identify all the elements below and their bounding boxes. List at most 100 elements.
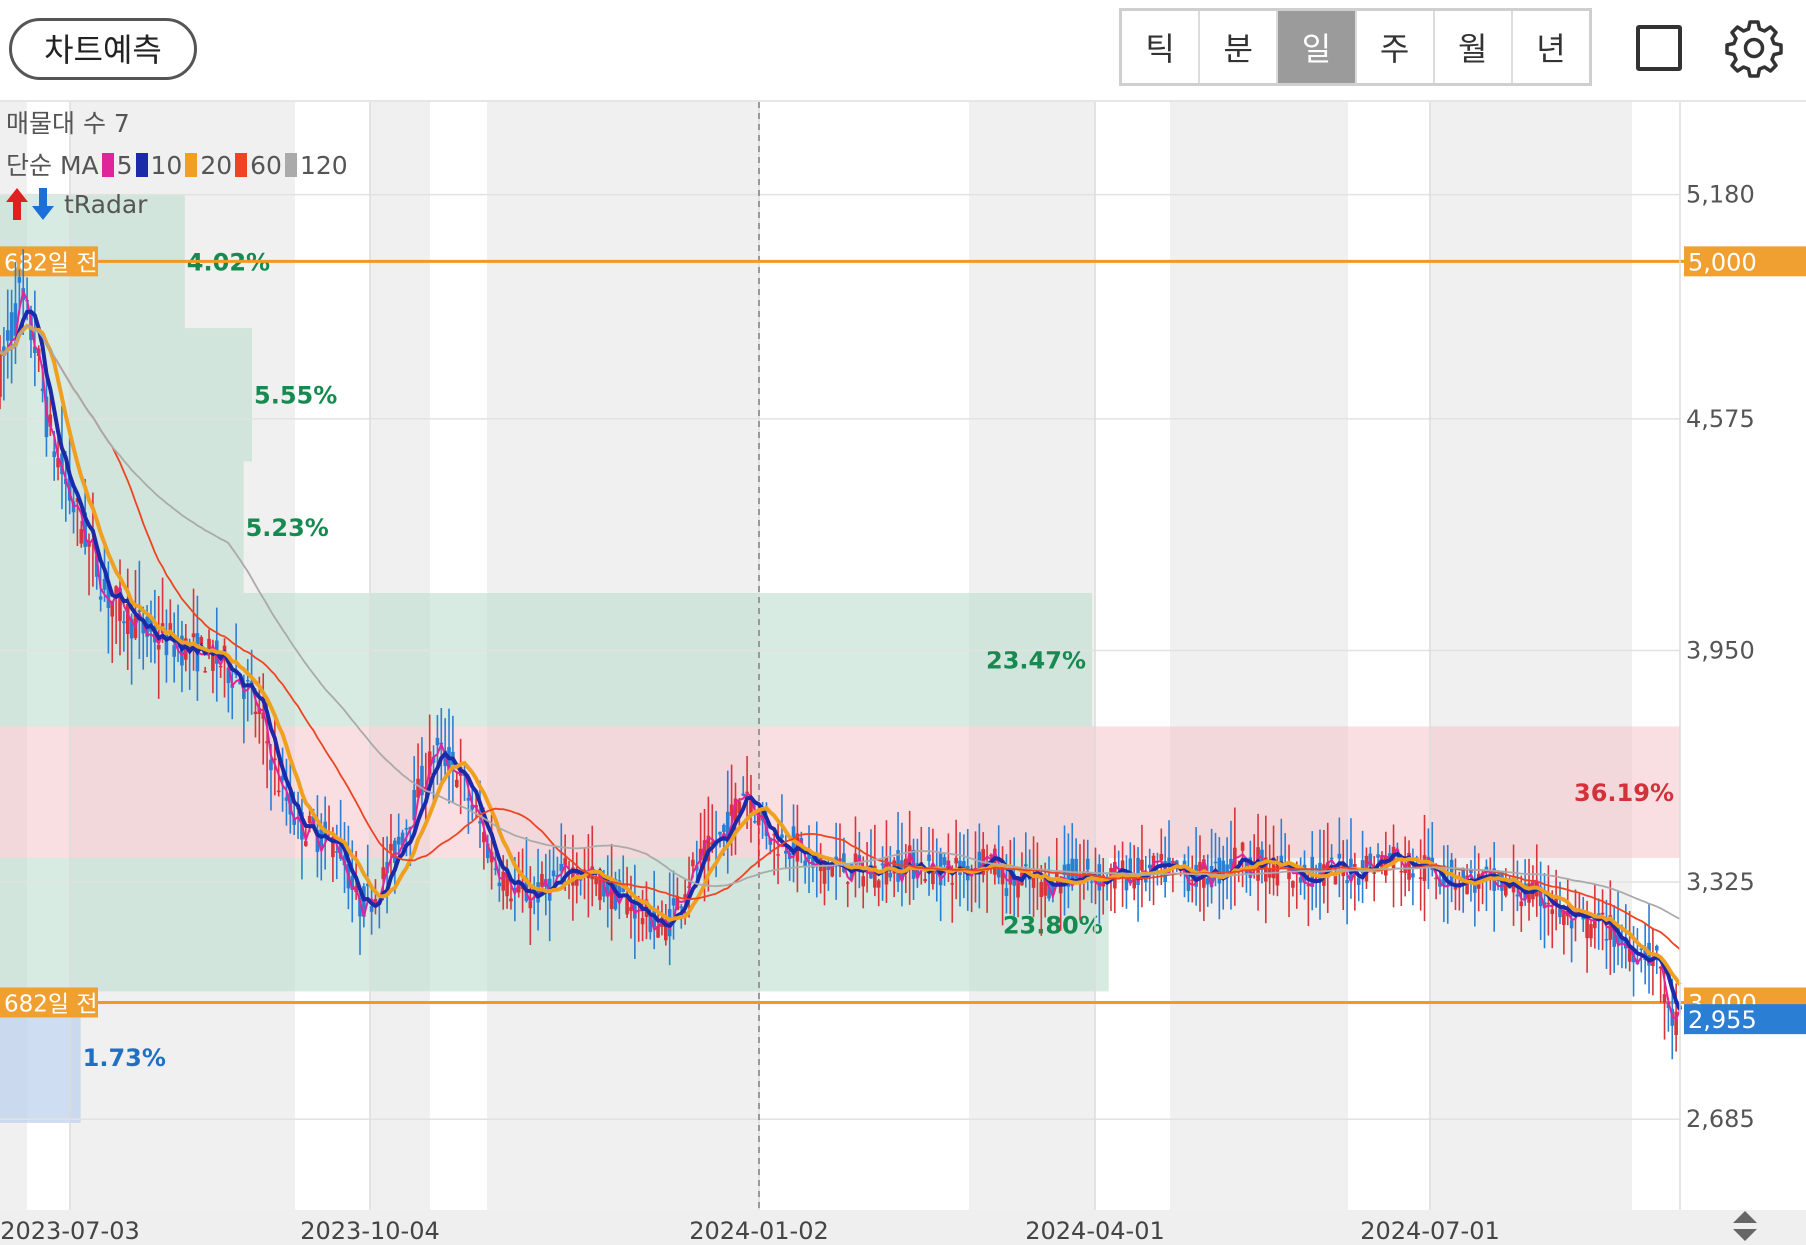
- candle-body: [447, 747, 451, 774]
- candle-body: [811, 856, 815, 868]
- legend-tradar-label: tRadar: [64, 189, 148, 219]
- candle-body: [48, 414, 53, 427]
- tab-tick[interactable]: 틱: [1122, 11, 1201, 83]
- candle-body: [656, 925, 660, 938]
- candle-body: [1213, 861, 1218, 864]
- candle-body: [896, 850, 900, 882]
- candle-body: [1124, 874, 1129, 891]
- candle-body: [1047, 883, 1051, 899]
- candle-body: [671, 898, 676, 906]
- y-tick-label: 5,180: [1686, 181, 1755, 209]
- candle-body: [691, 859, 695, 867]
- tab-minute[interactable]: 분: [1200, 11, 1279, 83]
- candle-body: [563, 858, 567, 866]
- candle-body: [110, 600, 115, 617]
- candle-body: [753, 821, 757, 823]
- candle-body: [861, 876, 866, 887]
- candle-body: [1039, 881, 1044, 898]
- candle-body: [369, 906, 374, 912]
- candle-body: [648, 913, 653, 933]
- ref-marker-label: 682일 전: [4, 250, 98, 276]
- candle-body: [1573, 909, 1578, 917]
- ma10-label: 10: [150, 151, 183, 180]
- candle-body: [75, 498, 80, 502]
- gear-icon[interactable]: [1724, 18, 1784, 78]
- candle-body: [594, 876, 598, 885]
- volume-profile-pct: 36.19%: [1574, 779, 1674, 807]
- tab-week[interactable]: 주: [1357, 11, 1435, 83]
- ma-line-120: [0, 324, 1681, 920]
- candle-body: [420, 765, 424, 796]
- candle-body: [1147, 864, 1152, 869]
- candle-body: [1082, 872, 1086, 879]
- chart-predict-button[interactable]: 차트예측: [9, 18, 197, 80]
- candle-body: [1062, 864, 1067, 875]
- candle-body: [1140, 859, 1144, 871]
- candle-body: [722, 824, 726, 833]
- y-tick-label: 2,685: [1686, 1105, 1755, 1133]
- candle-body: [1031, 875, 1036, 888]
- candle-body: [1306, 884, 1311, 887]
- candle-body: [5, 330, 10, 341]
- candle-body: [106, 580, 111, 608]
- candle-body: [273, 758, 277, 761]
- tab-year[interactable]: 년: [1536, 30, 1566, 68]
- candle-body: [164, 634, 169, 656]
- scroll-handle-icon[interactable]: [1730, 1208, 1760, 1244]
- candle-body: [602, 881, 606, 897]
- candle-body: [1469, 869, 1473, 874]
- volume-profile-pct: 23.47%: [986, 647, 1086, 675]
- candle-body: [0, 351, 2, 397]
- candle-body: [1399, 870, 1404, 873]
- candle-body: [1612, 924, 1616, 947]
- candle-body: [1167, 857, 1171, 866]
- candle-body: [489, 851, 494, 863]
- candle-body: [1051, 882, 1055, 895]
- candle-body: [1550, 909, 1555, 915]
- tab-month[interactable]: 월: [1435, 11, 1513, 83]
- candle-body: [172, 645, 176, 657]
- candle-body: [362, 886, 366, 917]
- candle-body: [56, 458, 60, 468]
- candle-body: [853, 853, 858, 864]
- candle-body: [501, 871, 506, 891]
- candle-body: [551, 870, 556, 877]
- candle-body: [466, 797, 471, 801]
- candle-body: [1337, 853, 1342, 859]
- candle-body: [1627, 948, 1632, 962]
- candle-body: [9, 312, 14, 341]
- tab-day[interactable]: 일: [1278, 11, 1357, 83]
- volume-profile-bar: [0, 328, 252, 462]
- candle-body: [807, 853, 811, 859]
- candle-body: [307, 815, 312, 824]
- candle-body: [1418, 877, 1423, 880]
- y-tick-label: 3,950: [1686, 636, 1755, 664]
- candle-body: [733, 798, 738, 825]
- candle-body: [679, 906, 684, 908]
- candle-body: [625, 897, 629, 915]
- square-icon[interactable]: [1636, 25, 1682, 71]
- y-tick-label: 3,325: [1686, 868, 1755, 896]
- down-arrow-icon: [32, 188, 54, 220]
- legend-ma-label: 단순 MA: [6, 151, 99, 180]
- candle-body: [493, 868, 498, 871]
- candle-body: [621, 887, 626, 893]
- up-arrow-icon: [6, 188, 28, 220]
- candle-body: [245, 679, 250, 682]
- candle-body: [1004, 888, 1009, 897]
- candle-body: [652, 910, 656, 928]
- candle-body: [1434, 877, 1438, 880]
- month-band: [1430, 102, 1632, 1210]
- candle-body: [931, 865, 935, 885]
- ref-marker-box: [0, 987, 98, 1018]
- candle-body: [1546, 902, 1551, 905]
- candle-body: [609, 881, 614, 910]
- candle-body: [1089, 881, 1094, 883]
- price-chart[interactable]: 4.02%5.55%5.23%23.47%36.19%23.80%1.73% 6…: [0, 102, 1806, 1245]
- candle-body: [40, 388, 45, 392]
- candle-body: [404, 828, 409, 830]
- candle-body: [710, 842, 715, 846]
- candle-body: [52, 451, 56, 458]
- candle-body: [1275, 865, 1280, 886]
- candle-body: [749, 800, 753, 815]
